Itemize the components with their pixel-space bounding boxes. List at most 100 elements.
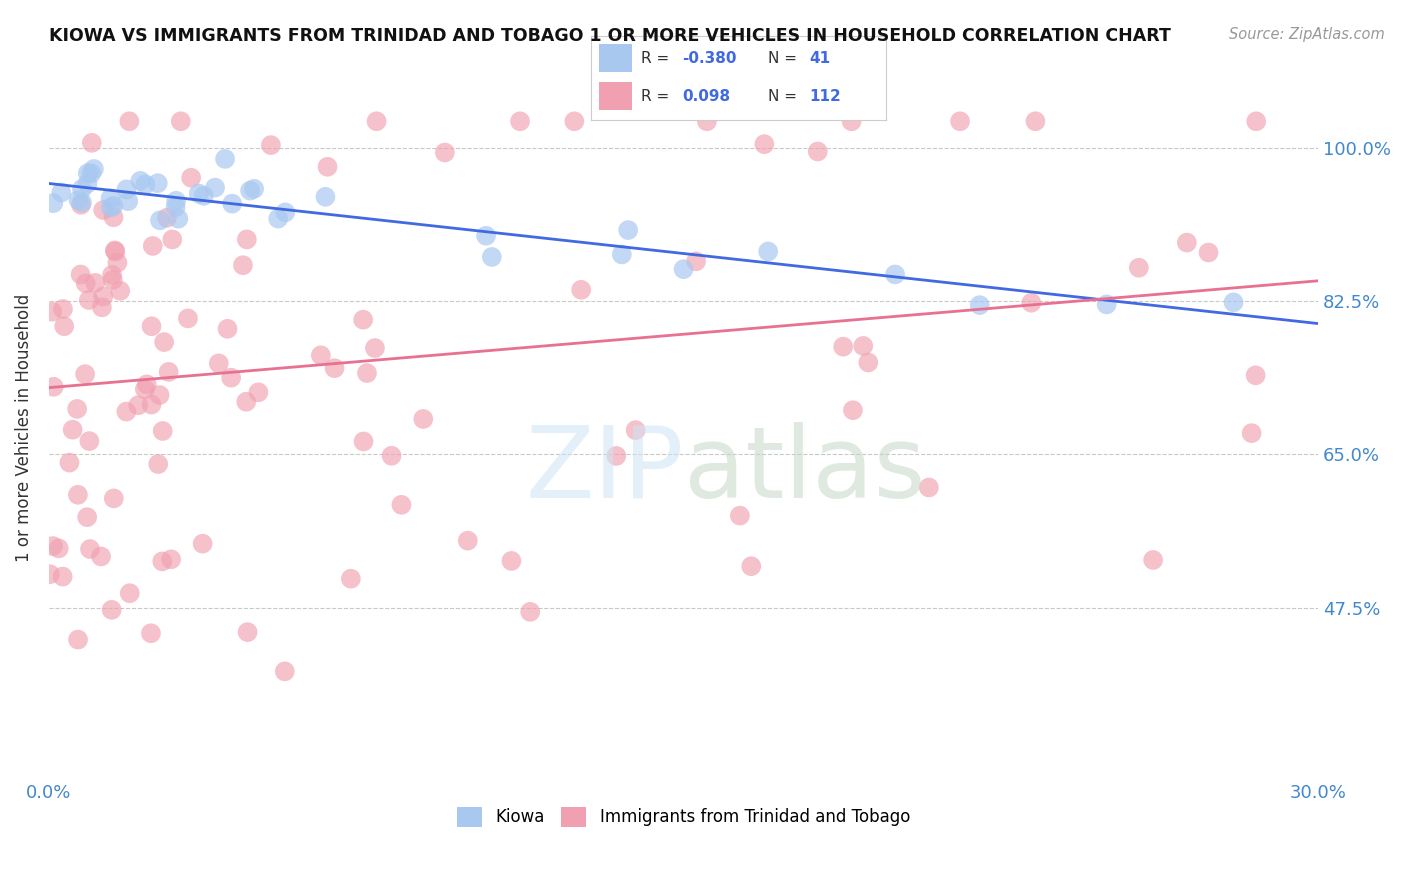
Point <box>118 586 141 600</box>
Point <box>696 114 718 128</box>
Point <box>918 481 941 495</box>
Point <box>274 665 297 679</box>
Point <box>807 145 830 159</box>
Point <box>232 258 254 272</box>
Point <box>214 152 236 166</box>
Text: -0.380: -0.380 <box>682 51 737 66</box>
Point <box>366 114 388 128</box>
Point <box>160 552 183 566</box>
Point <box>70 182 93 196</box>
Point <box>76 177 98 191</box>
Point <box>148 457 170 471</box>
Point <box>167 211 190 226</box>
Point <box>165 200 187 214</box>
Text: Source: ZipAtlas.com: Source: ZipAtlas.com <box>1229 27 1385 42</box>
Point <box>187 186 209 201</box>
Point <box>48 541 70 556</box>
Point <box>66 401 89 416</box>
Point <box>260 138 283 153</box>
Point <box>236 625 259 640</box>
Point <box>100 201 122 215</box>
Point <box>624 423 647 437</box>
Point <box>509 114 531 128</box>
Point <box>969 298 991 312</box>
Point <box>150 554 173 568</box>
Point <box>76 166 98 180</box>
Point <box>685 254 707 268</box>
Point <box>235 394 257 409</box>
Point <box>1021 295 1043 310</box>
Point <box>101 268 124 282</box>
Point <box>353 434 375 449</box>
Point <box>221 196 243 211</box>
Point <box>323 361 346 376</box>
Point <box>728 508 751 523</box>
Point <box>884 268 907 282</box>
Point <box>1198 245 1220 260</box>
Point <box>66 488 89 502</box>
Point <box>852 339 875 353</box>
Point <box>103 211 125 225</box>
Point <box>219 370 242 384</box>
Point <box>481 250 503 264</box>
Point <box>52 301 75 316</box>
Point <box>247 385 270 400</box>
Text: ZIP: ZIP <box>526 422 683 519</box>
Point <box>191 536 214 550</box>
Point <box>1175 235 1198 250</box>
Point <box>115 404 138 418</box>
Point <box>672 262 695 277</box>
Bar <box>599 82 631 111</box>
Point <box>1128 260 1150 275</box>
Point <box>1244 114 1267 128</box>
Point <box>108 284 131 298</box>
Point <box>66 632 89 647</box>
Point <box>70 195 93 210</box>
Point <box>309 348 332 362</box>
Point <box>38 567 60 582</box>
Point <box>236 232 259 246</box>
Text: R =: R = <box>641 89 673 103</box>
Point <box>135 377 157 392</box>
Point <box>70 198 93 212</box>
Point <box>42 196 65 211</box>
Point <box>53 319 76 334</box>
Point <box>134 382 156 396</box>
Point <box>69 268 91 282</box>
Point <box>519 605 541 619</box>
Point <box>141 319 163 334</box>
Point <box>756 244 779 259</box>
Text: KIOWA VS IMMIGRANTS FROM TRINIDAD AND TOBAGO 1 OR MORE VEHICLES IN HOUSEHOLD COR: KIOWA VS IMMIGRANTS FROM TRINIDAD AND TO… <box>49 27 1171 45</box>
Point <box>58 456 80 470</box>
Point <box>148 388 170 402</box>
Point <box>208 356 231 370</box>
Text: 0.098: 0.098 <box>682 89 730 103</box>
Point <box>569 283 592 297</box>
Point <box>391 498 413 512</box>
Point <box>80 166 103 180</box>
Point <box>475 228 498 243</box>
Point <box>139 626 162 640</box>
Point <box>610 247 633 261</box>
Point <box>76 510 98 524</box>
Point <box>101 273 124 287</box>
Point <box>949 114 972 128</box>
Point <box>1024 114 1046 128</box>
Point <box>832 340 855 354</box>
Point <box>149 213 172 227</box>
Point <box>142 239 165 253</box>
Point <box>75 277 97 291</box>
Point <box>364 341 387 355</box>
Point <box>1142 553 1164 567</box>
Point <box>165 194 187 208</box>
Point <box>91 202 114 217</box>
Point <box>67 193 90 207</box>
Point <box>104 244 127 258</box>
Point <box>157 365 180 379</box>
Text: atlas: atlas <box>683 422 925 519</box>
Point <box>91 301 114 315</box>
Point <box>103 199 125 213</box>
Point <box>62 423 84 437</box>
Point <box>129 174 152 188</box>
Point <box>103 491 125 506</box>
